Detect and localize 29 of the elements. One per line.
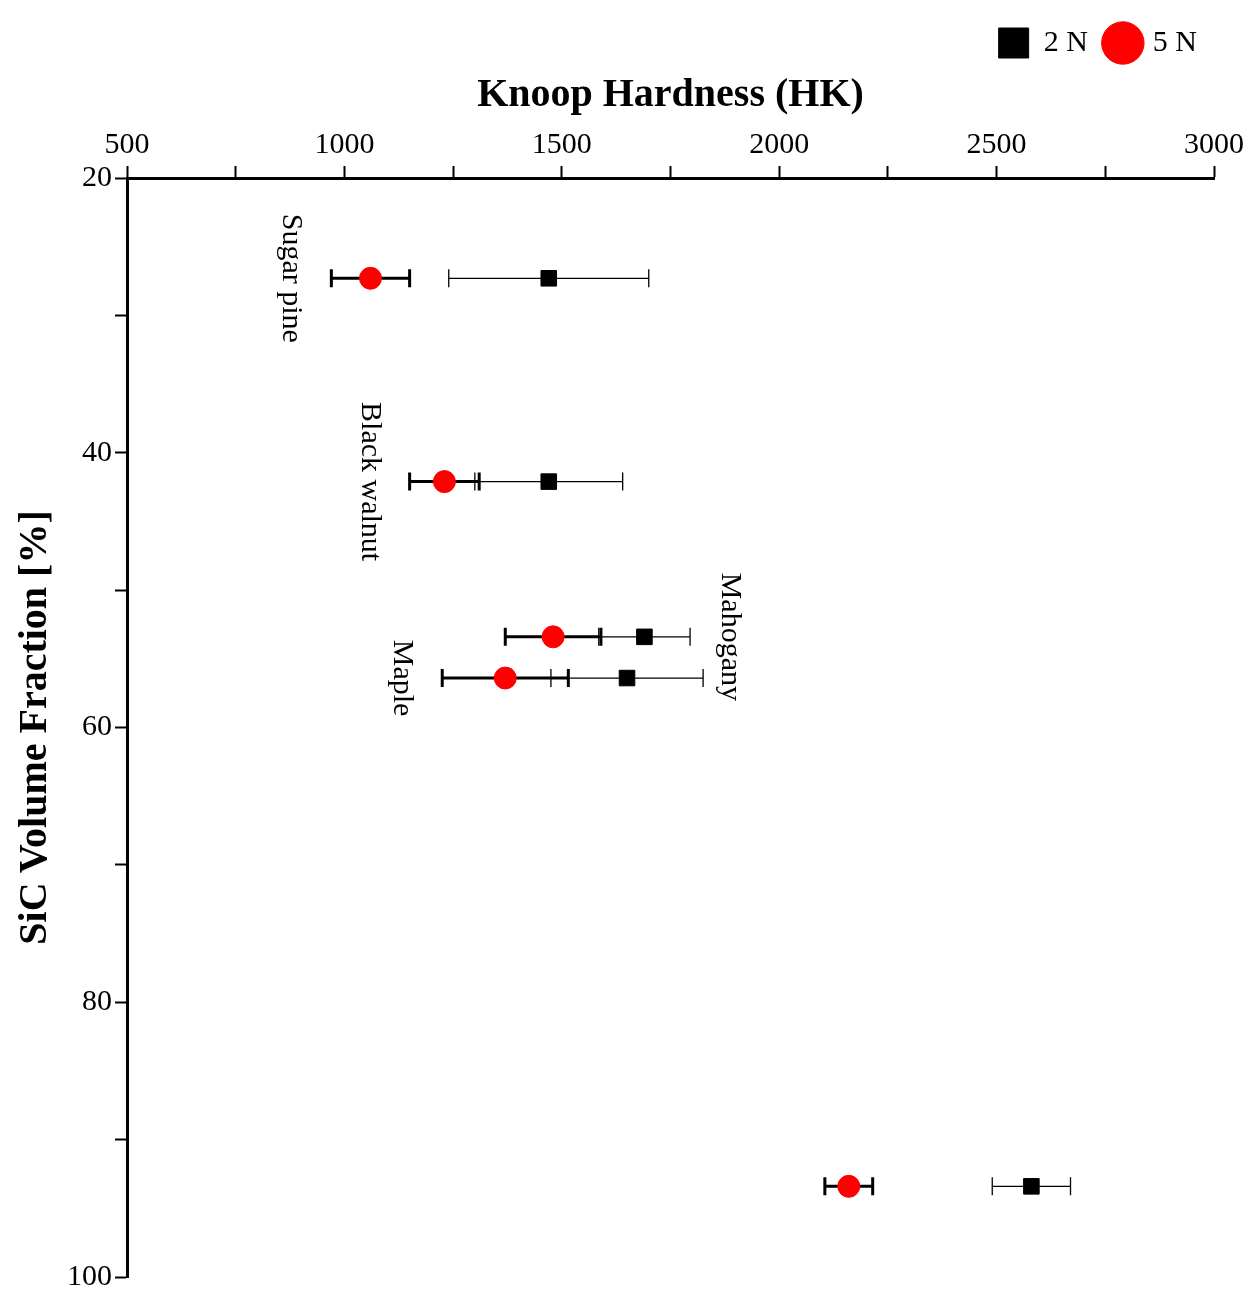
annotation: Mahogany: [716, 572, 750, 701]
point: [540, 270, 558, 287]
point: [636, 628, 653, 646]
y-tick-label: 60: [82, 708, 112, 742]
annotation: Black walnut: [355, 402, 389, 562]
point: [837, 1174, 861, 1198]
x-axis-title: Knoop Hardness (HK): [477, 70, 864, 116]
point: [1023, 1178, 1040, 1195]
x-tick-label: 2500: [966, 125, 1027, 159]
x-tick-label: 3000: [1184, 125, 1244, 159]
point: [541, 625, 565, 649]
y-tick-label: 20: [82, 158, 112, 192]
x-tick-label: 2000: [749, 125, 810, 159]
point: [493, 666, 517, 690]
y-axis-title: SiC Volume Fraction [%]: [10, 510, 56, 945]
annotation: Sugar pine: [277, 213, 311, 343]
y-tick-label: 80: [82, 983, 112, 1017]
legend-label: 5 N: [1152, 23, 1198, 57]
y-tick-label: 100: [67, 1257, 112, 1291]
x-tick-label: 1500: [531, 125, 592, 159]
annotation: Maple: [388, 639, 422, 717]
point: [618, 669, 636, 687]
x-tick-label: 1000: [314, 125, 375, 159]
x-tick-label: 500: [104, 125, 150, 159]
point: [358, 266, 382, 290]
point: [540, 473, 558, 490]
y-tick-label: 40: [82, 433, 112, 467]
legend-label: 2 N: [1043, 23, 1088, 57]
point: [432, 470, 456, 494]
